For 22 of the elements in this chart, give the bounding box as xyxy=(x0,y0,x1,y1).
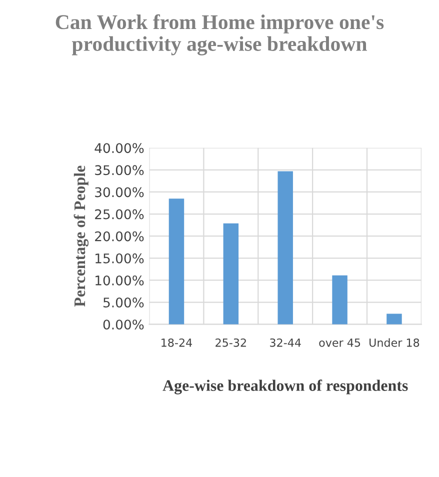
x-tick-label: 32-44 xyxy=(270,338,301,347)
bar xyxy=(223,223,239,324)
x-tick-label: over 45 xyxy=(319,338,360,347)
y-tick-label: 5.00% xyxy=(104,298,144,308)
y-axis-title: Percentage of People xyxy=(74,166,89,307)
y-tick-label: 25.00% xyxy=(95,209,144,220)
y-tick-label: 0.00% xyxy=(103,320,144,330)
y-tick-label: 15.00% xyxy=(96,253,144,264)
y-tick-label: 10.00% xyxy=(96,275,144,286)
bar xyxy=(386,314,402,324)
bar xyxy=(278,171,293,324)
x-tick-label: 25-32 xyxy=(216,338,246,347)
y-tick-label: 35.00% xyxy=(95,165,144,176)
y-tick-label: 30.00% xyxy=(95,187,144,198)
bar xyxy=(332,275,348,324)
chart-title: Can Work from Home improve one's productivity age-wise breakdown xyxy=(56,14,384,56)
x-tick-label: 18-24 xyxy=(162,338,192,347)
y-tick-label: 40.00% xyxy=(94,143,144,154)
x-axis-title: Age-wise breakdown of respondents xyxy=(162,380,408,394)
y-tick-label: 20.00% xyxy=(95,231,144,242)
x-tick-label: Under 18 xyxy=(370,338,420,347)
bar xyxy=(168,198,184,324)
